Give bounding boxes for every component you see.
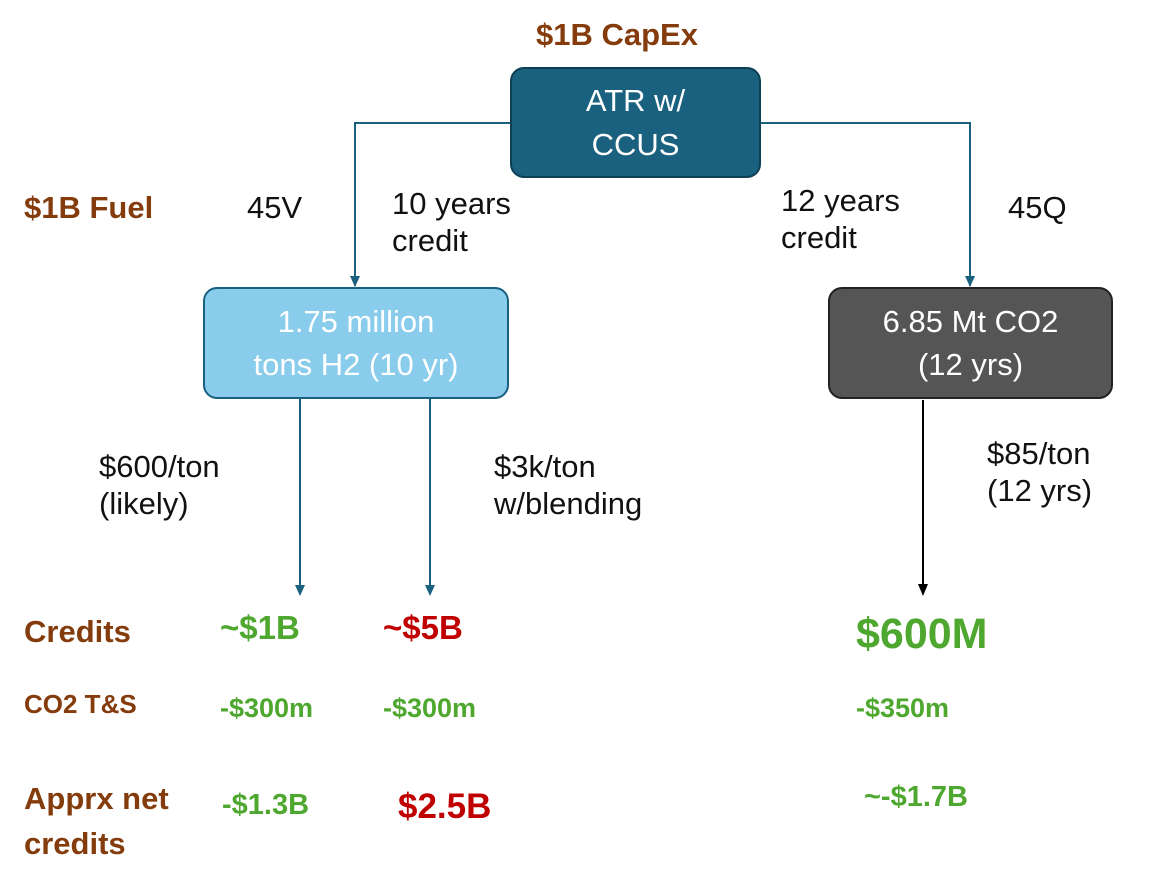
rate-likely-line2: (likely) [99, 486, 189, 522]
h2-blending-ts: -$300m [383, 693, 477, 723]
credit-code-45q: 45Q [1008, 190, 1067, 225]
h2-credit-duration-line2: credit [392, 223, 468, 259]
h2-box-line1: 1.75 million [277, 303, 435, 339]
co2-credit-duration: 12 years credit [781, 182, 900, 256]
arrowhead-root-to-h2 [350, 276, 360, 287]
rate-likely-line1: $600/ton [99, 449, 220, 484]
arrowhead-h2-likely [295, 585, 305, 596]
h2-blending-net: $2.5B [398, 787, 492, 826]
rate-blending-line1: $3k/ton [494, 449, 596, 484]
arrowhead-h2-blending [425, 585, 435, 596]
rate-blending-line2: w/blending [494, 486, 643, 522]
capex-label: $1B CapEx [536, 17, 698, 52]
row-label-net-line1: Apprx net [24, 781, 169, 816]
atr-ccus-line2: CCUS [591, 126, 680, 162]
connector-root-to-h2 [354, 122, 512, 286]
credit-code-45v: 45V [247, 190, 303, 225]
co2-credit-duration-line2: credit [781, 220, 857, 256]
h2-blending-credits: ~$5B [383, 609, 463, 646]
row-label-net-line2: credits [24, 825, 126, 861]
arrowhead-co2 [918, 584, 928, 596]
row-label-transport-storage: CO2 T&S [24, 689, 137, 719]
h2-likely-credits: ~$1B [220, 609, 300, 646]
co2-credit-duration-line1: 12 years [781, 183, 900, 218]
rate-co2-line2: (12 yrs) [987, 473, 1093, 509]
rate-co2: $85/ton (12 yrs) [987, 435, 1092, 509]
h2-production-box: 1.75 million tons H2 (10 yr) [203, 287, 509, 399]
h2-box-line2: tons H2 (10 yr) [253, 347, 459, 382]
fuel-label: $1B Fuel [24, 190, 154, 225]
co2-capture-box: 6.85 Mt CO2 (12 yrs) [828, 287, 1113, 399]
connector-root-to-co2 [760, 122, 971, 286]
h2-likely-ts: -$300m [220, 693, 314, 723]
atr-ccus-line1: ATR w/ [585, 83, 686, 119]
co2-box-line1: 6.85 Mt CO2 [882, 303, 1059, 339]
co2-ts: -$350m [856, 693, 950, 723]
co2-box-line2: (12 yrs) [917, 347, 1024, 382]
row-label-credits: Credits [24, 614, 131, 649]
rate-blending: $3k/ton w/blending [494, 448, 642, 522]
h2-likely-net: -$1.3B [222, 789, 310, 821]
rate-likely: $600/ton (likely) [99, 448, 220, 522]
rate-co2-line1: $85/ton [987, 436, 1091, 471]
row-label-net-credits: Apprx net credits [24, 777, 169, 867]
h2-credit-duration: 10 years credit [392, 185, 511, 259]
co2-net: ~-$1.7B [864, 781, 968, 813]
h2-credit-duration-line1: 10 years [392, 186, 511, 221]
co2-credits: $600M [856, 610, 988, 658]
atr-ccus-box: ATR w/ CCUS [510, 67, 761, 178]
arrowhead-root-to-co2 [965, 276, 975, 287]
